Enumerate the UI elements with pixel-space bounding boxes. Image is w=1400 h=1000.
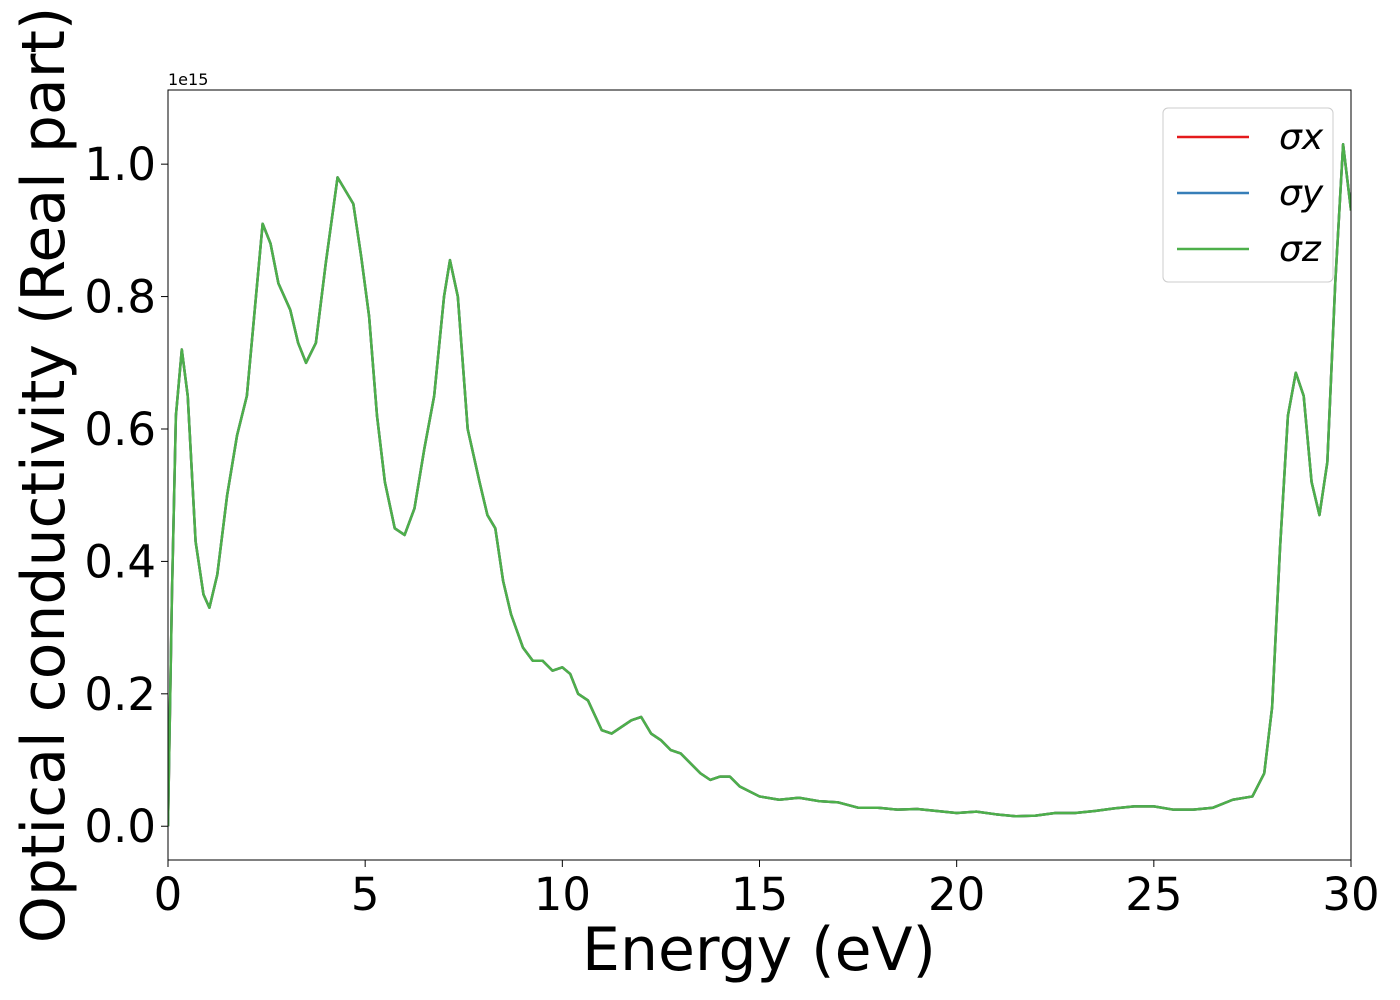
x-tick-label: 25 (1125, 868, 1182, 921)
x-tick-label: 15 (731, 868, 788, 921)
y-tick-label: 1.0 (84, 138, 156, 191)
legend-box (1162, 107, 1334, 283)
plot-frame (167, 89, 1352, 861)
x-tick-label: 30 (1322, 868, 1379, 921)
series-line (168, 143, 1351, 827)
x-axis-label: Energy (eV) (582, 915, 936, 985)
x-tick-label: 10 (534, 868, 591, 921)
x-tick-label: 0 (154, 868, 183, 921)
y-tick-label: 0.6 (84, 403, 156, 456)
y-tick-label: 0.4 (84, 535, 156, 588)
y-tick-label: 0.2 (84, 668, 156, 721)
legend: σx σy σz (1162, 107, 1334, 283)
x-tick-label: 5 (351, 868, 380, 921)
x-tick-label: 20 (928, 868, 985, 921)
legend-label: σx (1279, 117, 1324, 158)
y-tick-label: 0.8 (84, 271, 156, 324)
y-tick-label: 0.0 (84, 800, 156, 853)
offset-label: 1e15 (168, 70, 208, 89)
legend-label: σz (1279, 229, 1322, 270)
y-axis-label: Optical conductivity (Real part) (9, 7, 79, 944)
legend-label: σy (1279, 173, 1324, 214)
